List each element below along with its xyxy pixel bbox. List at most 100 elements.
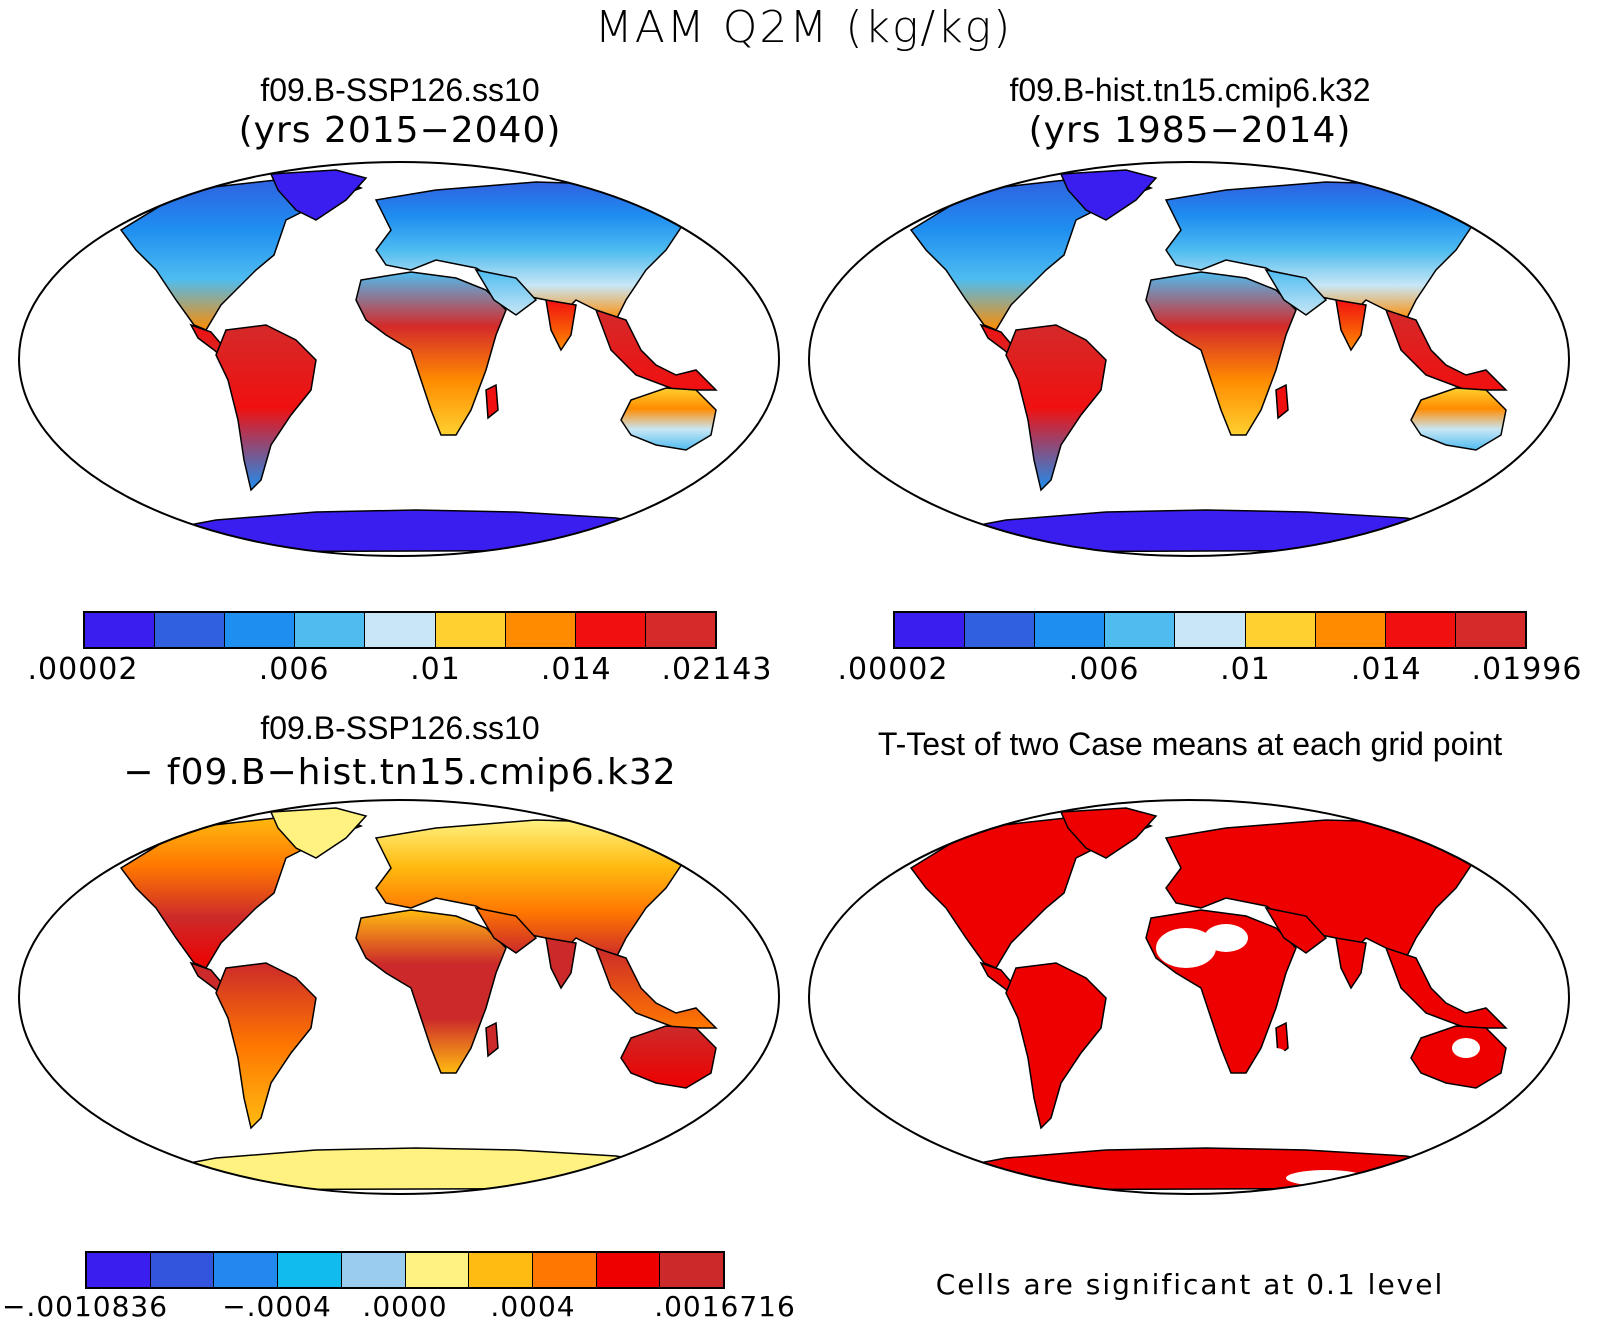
tick-label: .014 <box>1350 652 1422 687</box>
colorbar-swatch <box>1105 613 1176 647</box>
land-greenland <box>1059 807 1158 859</box>
colorbar-panel-1-ticks: .00002 .006 .01 .014 .02143 <box>28 652 772 692</box>
land-africa <box>355 271 507 436</box>
colorbar-swatch <box>435 613 506 647</box>
colorbar-swatch <box>645 613 715 647</box>
colorbar-swatch <box>1175 613 1246 647</box>
land-southAmerica <box>215 962 317 1130</box>
colorbar-swatch <box>1315 613 1386 647</box>
colorbar-panel-3 <box>85 1251 725 1289</box>
colorbar-swatch <box>405 1253 470 1287</box>
land-greenland <box>1059 169 1158 221</box>
colorbar-swatch <box>85 613 156 647</box>
map-border <box>18 161 780 557</box>
map-border <box>808 799 1570 1195</box>
tick-label: .006 <box>258 652 330 687</box>
map-panel-3 <box>18 799 780 1195</box>
colorbar-swatch <box>1385 613 1456 647</box>
map-border <box>808 161 1570 557</box>
tick-label: .0000 <box>362 1290 448 1323</box>
tick-label: .006 <box>1068 652 1140 687</box>
map-panel-4 <box>808 799 1570 1195</box>
map-border <box>18 799 780 1195</box>
land-seAsia <box>594 946 718 1029</box>
land-seAsia <box>594 308 718 391</box>
colorbar-swatch <box>660 1253 724 1287</box>
land-australia <box>1410 387 1507 451</box>
tick-label: .00002 <box>837 652 949 687</box>
colorbar-swatch <box>895 613 966 647</box>
colorbar-panel-2 <box>893 611 1527 649</box>
tick-label: .014 <box>540 652 612 687</box>
land-africa <box>1145 271 1297 436</box>
tick-label: .01 <box>1220 652 1271 687</box>
colorbar-swatch <box>532 1253 597 1287</box>
colorbar-swatch <box>365 613 436 647</box>
land-southAmerica <box>1005 962 1107 1130</box>
panel-3-subtitle: − f09.B−hist.tn15.cmip6.k32 <box>123 752 677 793</box>
colorbar-swatch <box>1455 613 1525 647</box>
land-seAsia <box>1384 946 1508 1029</box>
colorbar-swatch <box>596 1253 661 1287</box>
map-panel-1 <box>18 161 780 557</box>
land-india <box>1335 937 1367 990</box>
land-africa <box>355 909 507 1074</box>
tick-label: .00002 <box>27 652 139 687</box>
colorbar-swatch <box>87 1253 151 1287</box>
panel-2-title: f09.B-hist.tn15.cmip6.k32 <box>1009 72 1371 108</box>
land-arabia <box>1264 906 1328 954</box>
colorbar-swatch <box>225 613 296 647</box>
tick-label: −.0004 <box>222 1290 332 1323</box>
land-greenland <box>269 807 368 859</box>
panel-3-title: f09.B-SSP126.ss10 <box>260 710 540 746</box>
non-significant-area <box>1286 1170 1366 1186</box>
significance-note: Cells are significant at 0.1 level <box>935 1268 1445 1301</box>
land-australia <box>620 387 717 451</box>
colorbar-panel-3-ticks: −.0010836 −.0004 .0000 .0004 .0016716 <box>2 1290 795 1324</box>
colorbar-swatch <box>469 1253 533 1287</box>
tick-label: .01996 <box>1471 652 1583 687</box>
non-significant-area <box>1156 928 1216 968</box>
land-australia <box>620 1025 717 1089</box>
non-significant-area <box>1204 924 1248 952</box>
panel-1-title: f09.B-SSP126.ss10 <box>260 72 540 108</box>
colorbar-swatch <box>295 613 366 647</box>
colorbar-swatch <box>575 613 646 647</box>
colorbar-swatch <box>505 613 576 647</box>
tick-label: .0004 <box>490 1290 576 1323</box>
panel-2-subtitle: (yrs 1985−2014) <box>1028 110 1352 151</box>
colorbar-panel-1 <box>83 611 717 649</box>
colorbar-swatch <box>150 1253 215 1287</box>
land-india <box>545 937 577 990</box>
land-arabia <box>474 906 538 954</box>
tick-label: .02143 <box>661 652 773 687</box>
colorbar-swatch <box>155 613 226 647</box>
colorbar-swatch <box>1035 613 1106 647</box>
colorbar-swatch <box>278 1253 342 1287</box>
land-madagascar <box>485 383 499 420</box>
land-southAmerica <box>215 324 317 492</box>
tick-label: −.0010836 <box>1 1290 169 1323</box>
non-significant-area <box>1452 1038 1480 1058</box>
land-arabia <box>1264 268 1328 316</box>
land-seAsia <box>1384 308 1508 391</box>
tick-label: .01 <box>410 652 461 687</box>
land-madagascar <box>1275 1021 1289 1058</box>
colorbar-swatch <box>214 1253 279 1287</box>
land-india <box>1335 299 1367 352</box>
panel-1-subtitle: (yrs 2015−2040) <box>238 110 562 151</box>
figure-title: MAM Q2M (kg/kg) <box>594 2 1013 53</box>
land-greenland <box>269 169 368 221</box>
non-significant-area <box>1396 1164 1456 1176</box>
colorbar-swatch <box>341 1253 406 1287</box>
colorbar-swatch <box>965 613 1036 647</box>
panel-4-title: T-Test of two Case means at each grid po… <box>877 726 1503 762</box>
map-panel-2 <box>808 161 1570 557</box>
land-australia <box>1410 1025 1507 1089</box>
land-madagascar <box>1275 383 1289 420</box>
land-southAmerica <box>1005 324 1107 492</box>
colorbar-swatch <box>1245 613 1316 647</box>
land-arabia <box>474 268 538 316</box>
colorbar-panel-2-ticks: .00002 .006 .01 .014 .01996 <box>838 652 1582 692</box>
land-madagascar <box>485 1021 499 1058</box>
